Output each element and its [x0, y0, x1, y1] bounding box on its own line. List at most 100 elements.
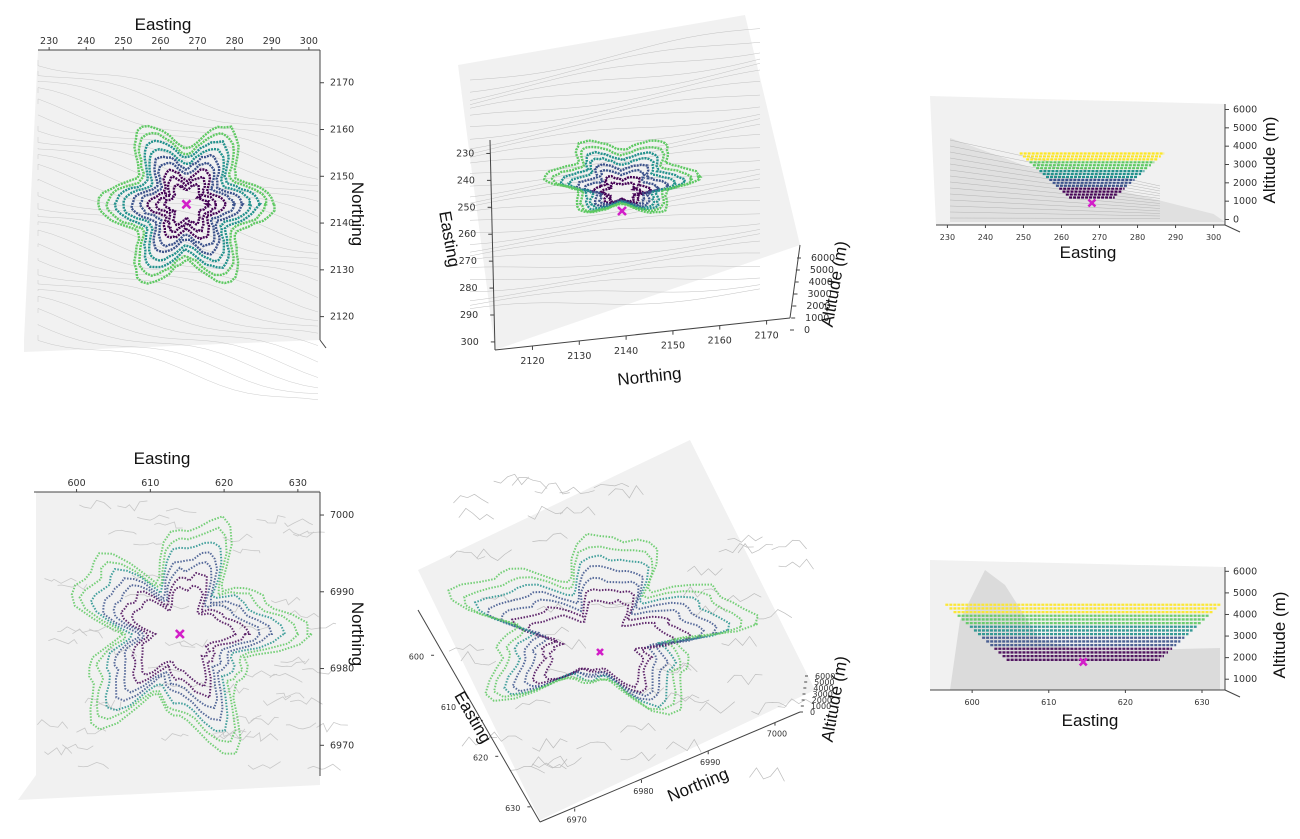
tick-label: 280	[226, 36, 244, 47]
ridge-line	[76, 727, 107, 735]
ridge-line	[559, 506, 596, 516]
contour-line	[469, 81, 761, 127]
tick-label: 2000	[1233, 178, 1257, 189]
contour-line	[37, 269, 319, 334]
ridge-line	[245, 731, 279, 742]
contour-line	[469, 63, 761, 109]
isoline-ring	[112, 561, 263, 710]
ridge-line	[307, 763, 341, 771]
ridge-line	[37, 719, 69, 729]
tick-label: 5000	[814, 678, 834, 687]
ridge-line	[280, 656, 310, 665]
tick-label: 600	[68, 478, 86, 489]
ridge-line	[778, 558, 814, 570]
x-axis-label: Easting	[135, 15, 192, 34]
contour-line	[37, 295, 319, 378]
ridge-line	[133, 542, 162, 546]
tick-label: 600	[965, 698, 980, 707]
tick-label: 2160	[708, 336, 732, 347]
tick-label: 7000	[330, 510, 354, 521]
ridge-line	[165, 507, 197, 513]
tick-label: 3000	[813, 690, 833, 699]
ridge-line	[218, 730, 252, 741]
source-marker-x	[617, 206, 627, 216]
point-cloud	[97, 124, 276, 285]
contour-line	[469, 213, 761, 245]
isoline-ring	[105, 131, 268, 277]
ridge-line	[44, 746, 73, 756]
ridge-line	[316, 721, 348, 733]
tick-label: 630	[505, 804, 520, 813]
ridge-line	[493, 473, 529, 486]
tick-label: 2140	[614, 346, 638, 357]
isoline-ring	[550, 145, 694, 213]
x-axis-label: Easting	[1062, 711, 1119, 730]
isoline-ring	[559, 150, 687, 211]
axis-corner	[319, 339, 327, 349]
tick-label: 300	[461, 337, 479, 348]
isoline-ring	[486, 564, 719, 701]
tick-label: 280	[1130, 233, 1145, 242]
ridge-line	[448, 644, 485, 652]
ridge-line	[727, 534, 763, 543]
terrain-contours	[37, 60, 319, 401]
tick-label: 620	[1118, 698, 1133, 707]
contour-line	[469, 223, 761, 253]
source-marker-x	[174, 629, 185, 639]
contour-line	[37, 221, 319, 298]
contour-line	[37, 258, 319, 327]
tick-label: 5000	[810, 265, 834, 276]
tick-label: 610	[141, 478, 159, 489]
x-ticks: 230 240 250 260 270 280 290 300	[40, 36, 318, 50]
axis-corner	[1224, 224, 1241, 233]
ridge-line	[532, 532, 568, 542]
axis-corner	[1224, 689, 1241, 698]
ridge-line	[531, 756, 567, 770]
terrain-contours	[469, 28, 761, 309]
y-ticks: 6970 6980 6990 7000	[320, 510, 354, 751]
ridge-line	[282, 528, 315, 538]
tick-label: 240	[457, 175, 475, 186]
tick-label: 270	[459, 256, 477, 267]
isoline-ring	[542, 139, 703, 214]
ridge-line	[727, 674, 763, 686]
tick-label: 620	[215, 478, 233, 489]
y-axis-label: Altitude (m)	[1270, 592, 1289, 679]
contour-line	[37, 203, 319, 268]
ridge-line	[751, 702, 787, 715]
tick-label: 4000	[1233, 609, 1257, 620]
contour-line	[37, 87, 319, 169]
ridge-line	[726, 593, 762, 603]
contour-line	[37, 289, 319, 363]
source-marker	[1078, 657, 1088, 667]
ridge-line	[608, 484, 644, 499]
ridge-line	[77, 761, 109, 769]
ridge-line	[453, 493, 489, 504]
ridge-line	[511, 476, 548, 489]
isoline-ring	[102, 551, 274, 722]
tick-label: 270	[188, 36, 206, 47]
ridge-line	[285, 722, 317, 730]
ridge-line	[576, 741, 612, 751]
ridge-line	[262, 695, 292, 706]
tick-label: 610	[1041, 698, 1056, 707]
ridge-line	[247, 761, 281, 770]
tick-label: 2140	[330, 218, 354, 229]
ridge-line	[687, 565, 723, 576]
ridge-line	[154, 521, 183, 529]
contour-line	[949, 187, 1161, 207]
ridge-line	[161, 733, 189, 741]
contour-line	[469, 118, 761, 158]
tick-label: 1000	[1233, 674, 1257, 685]
tick-label: 230	[940, 233, 955, 242]
tick-label: 290	[263, 36, 281, 47]
tick-label: 2150	[330, 171, 354, 182]
ridge-line	[84, 697, 116, 709]
point-cloud	[542, 139, 703, 214]
contour-line	[469, 52, 761, 101]
contour-line	[37, 214, 319, 282]
tick-label: 280	[459, 283, 477, 294]
